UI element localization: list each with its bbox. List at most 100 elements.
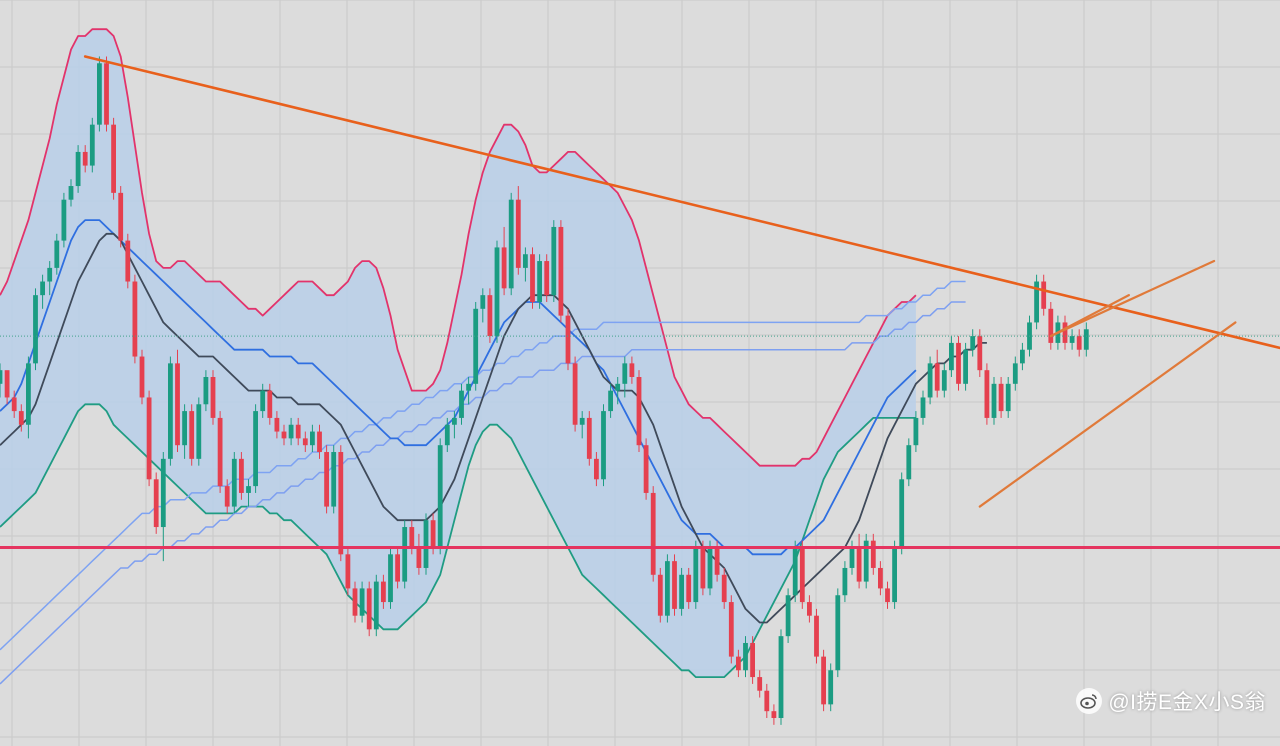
candle [579,411,585,439]
candle-body [920,397,926,418]
candle-body [423,520,429,568]
candle-body [1062,322,1068,343]
candle [4,370,10,405]
candle [54,233,60,275]
candle [317,424,322,459]
candle-body [224,486,230,507]
candle [728,595,734,664]
candle [956,336,961,391]
watermark: @I捞E金X小S翁 [1076,686,1266,716]
candle-body [764,690,770,712]
candle [672,554,677,616]
candle-body [366,588,372,630]
candle [771,704,777,725]
candle-body [693,547,699,603]
candle-body [949,342,954,371]
candle [1062,315,1068,350]
candle-body [217,417,223,487]
trend-line-channel-base [1049,294,1131,338]
trend-lines [83,55,1280,508]
candle [139,349,145,405]
candle-body [927,363,933,398]
candle-body [373,581,379,630]
candle [530,247,535,309]
candle [0,363,3,398]
candle [934,349,940,398]
candle-body [835,595,841,671]
candle-body [700,547,706,589]
candle-body [523,254,528,268]
candle-body [487,295,493,337]
candle [246,479,251,507]
candle-body [260,390,266,412]
candle-body [146,397,152,480]
candle [26,356,31,439]
candle [494,240,500,343]
candle-body [480,295,486,309]
bollinger-upper-line [0,28,917,467]
candle-body [892,547,897,603]
candle-body [352,588,358,616]
candle [679,567,684,616]
candle-body [842,567,848,596]
candle [764,683,770,718]
candle [423,513,429,575]
candle-body [89,124,95,166]
candle [970,329,976,357]
candle-body [196,404,202,459]
candle [963,342,968,391]
candle [444,417,450,453]
candles [0,56,1089,725]
candle [253,404,258,493]
candle [11,390,17,418]
candle [792,540,798,603]
candle [295,417,301,446]
candle [1041,274,1047,316]
candle [863,533,869,589]
candle-body [1083,329,1089,350]
candle-body [1048,308,1054,343]
candle [111,117,116,200]
candle [381,574,386,609]
candle [799,540,805,609]
candle-body [608,390,613,412]
candle-body [324,452,329,507]
ma-short-line [0,232,987,624]
candle [906,438,912,487]
candle [828,663,834,712]
candle-body [558,226,564,316]
candle [622,356,628,398]
candle-body [594,458,599,480]
candle-body [416,547,422,568]
candle-body [956,342,961,384]
candle [487,288,493,343]
candle [885,581,890,609]
candle-body [40,281,45,296]
candle [750,636,755,684]
candle-body [466,383,471,391]
candle [1083,322,1089,357]
candle [949,336,954,377]
candle [366,581,372,637]
candle-body [799,547,805,603]
trend-line-channel-upper [1049,259,1216,338]
candle-body [572,363,578,425]
candle [693,540,699,609]
candle-body [281,431,287,439]
candle-body [984,370,990,418]
candle-body [239,458,244,493]
candle-body [714,547,720,575]
candle-body [68,186,74,200]
candle [565,308,571,371]
candle [168,356,173,466]
candle-body [821,656,826,705]
candle-body [998,383,1004,412]
candle-body [430,520,436,548]
candle [416,533,422,575]
candle-body [728,602,734,657]
candle [501,226,507,296]
candle [870,533,876,575]
candle [814,608,819,664]
candle [18,404,24,432]
candle-body [977,336,983,371]
